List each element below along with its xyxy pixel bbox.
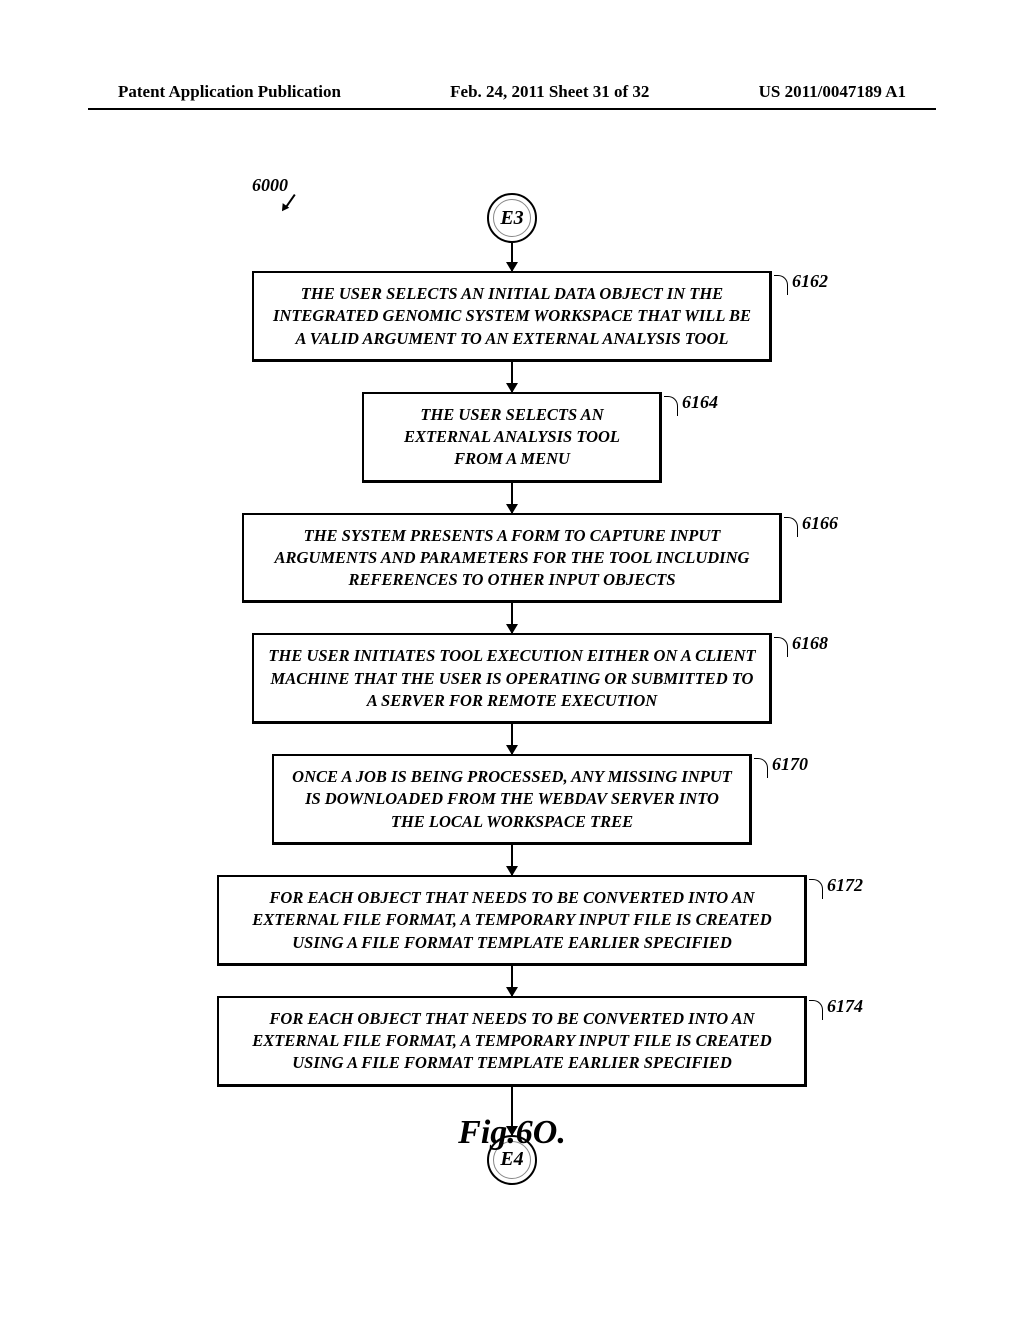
page-header: Patent Application Publication Feb. 24, … — [0, 82, 1024, 102]
connector-in-label: E3 — [500, 207, 523, 230]
header-mid: Feb. 24, 2011 Sheet 31 of 32 — [450, 82, 649, 102]
arrow — [511, 724, 513, 754]
arrow — [511, 603, 513, 633]
flow-step: THE USER SELECTS AN INITIAL DATA OBJECT … — [152, 271, 872, 362]
step-ref-number: 6166 — [802, 513, 838, 534]
callout-hook — [754, 758, 768, 778]
steps-container: THE USER SELECTS AN INITIAL DATA OBJECT … — [152, 271, 872, 1135]
arrow — [511, 966, 513, 996]
callout-hook — [809, 879, 823, 899]
process-box: FOR EACH OBJECT THAT NEEDS TO BE CONVERT… — [217, 996, 807, 1087]
flow-step: FOR EACH OBJECT THAT NEEDS TO BE CONVERT… — [152, 996, 872, 1087]
figure-caption: Fig.6O. — [0, 1114, 1024, 1152]
flow-step: FOR EACH OBJECT THAT NEEDS TO BE CONVERT… — [152, 875, 872, 966]
process-box: FOR EACH OBJECT THAT NEEDS TO BE CONVERT… — [217, 875, 807, 966]
flowchart: 6000 E3 THE USER SELECTS AN INITIAL DATA… — [152, 175, 872, 1185]
process-box: THE USER SELECTS AN EXTERNAL ANALYSIS TO… — [362, 392, 662, 483]
arrow — [511, 243, 513, 271]
flow-step: THE USER SELECTS AN EXTERNAL ANALYSIS TO… — [152, 392, 872, 483]
arrow — [511, 845, 513, 875]
flow-step: THE USER INITIATES TOOL EXECUTION EITHER… — [152, 633, 872, 724]
step-ref-number: 6162 — [792, 271, 828, 292]
process-box: THE USER INITIATES TOOL EXECUTION EITHER… — [252, 633, 772, 724]
step-ref-number: 6168 — [792, 633, 828, 654]
callout-hook — [774, 637, 788, 657]
process-box: THE USER SELECTS AN INITIAL DATA OBJECT … — [252, 271, 772, 362]
callout-hook — [809, 1000, 823, 1020]
header-left: Patent Application Publication — [118, 82, 341, 102]
flow-step: ONCE A JOB IS BEING PROCESSED, ANY MISSI… — [152, 754, 872, 845]
step-ref-number: 6164 — [682, 392, 718, 413]
arrow — [511, 362, 513, 392]
step-ref-number: 6174 — [827, 996, 863, 1017]
step-ref-number: 6170 — [772, 754, 808, 775]
arrow — [511, 483, 513, 513]
callout-hook — [664, 396, 678, 416]
process-box: THE SYSTEM PRESENTS A FORM TO CAPTURE IN… — [242, 513, 782, 604]
step-ref-number: 6172 — [827, 875, 863, 896]
connector-in: E3 — [487, 193, 537, 243]
header-right: US 2011/0047189 A1 — [759, 82, 906, 102]
ref-leader-line — [285, 194, 296, 208]
callout-hook — [774, 275, 788, 295]
header-rule — [88, 108, 936, 110]
process-box: ONCE A JOB IS BEING PROCESSED, ANY MISSI… — [272, 754, 752, 845]
flow-step: THE SYSTEM PRESENTS A FORM TO CAPTURE IN… — [152, 513, 872, 604]
figure-ref-number: 6000 — [252, 175, 288, 196]
callout-hook — [784, 517, 798, 537]
page: Patent Application Publication Feb. 24, … — [0, 0, 1024, 1320]
